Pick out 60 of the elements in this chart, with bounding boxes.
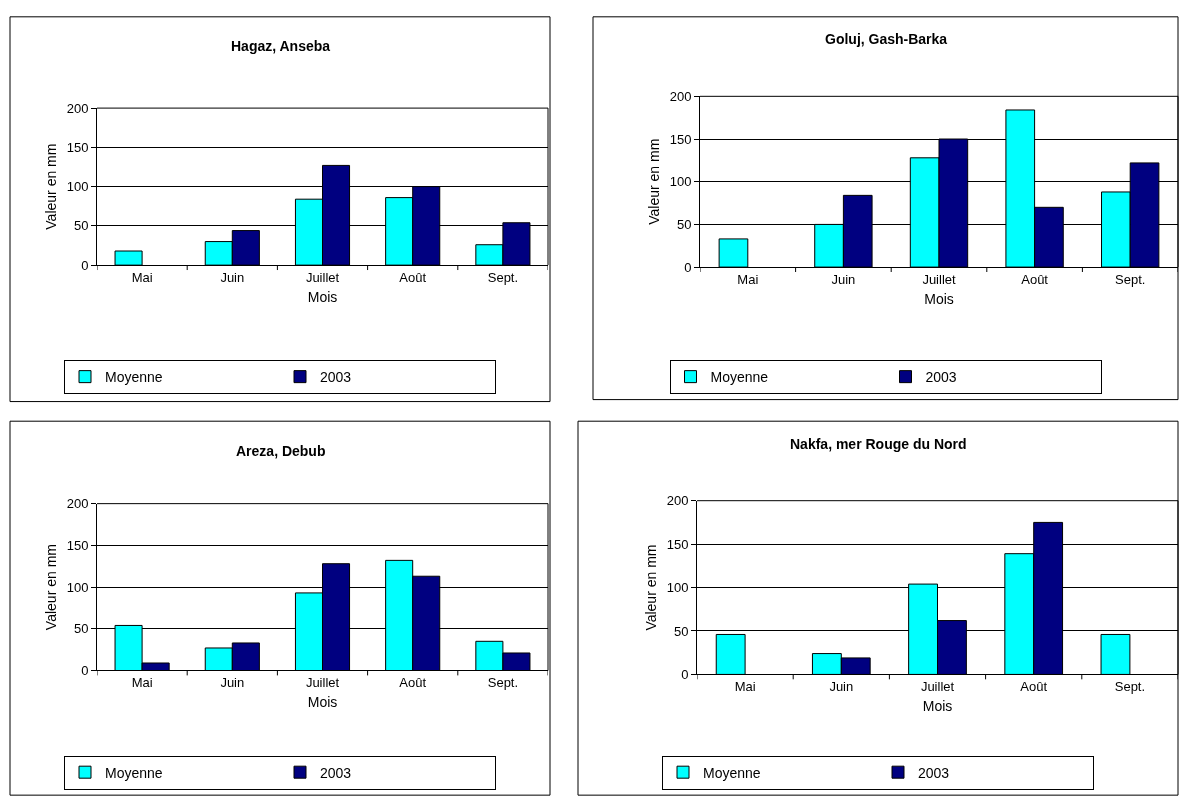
x-tick-label: Sept. [487,269,519,285]
y-tick-label: 100 [669,174,692,190]
chart-title: Nakfa, mer Rouge du Nord [790,436,967,452]
x-tick-label: Juin [831,271,856,287]
legend-label: Moyenne [105,764,163,781]
y-tick-label: 200 [666,493,689,509]
x-tick-label: Août [399,269,427,285]
y-tick-label: 50 [73,621,89,637]
legend-label: 2003 [925,369,957,386]
x-tick-label: Juillet [305,675,340,691]
y-axis-title: Valeur en mm [643,544,660,631]
x-tick-label: Juillet [922,271,956,287]
x-tick-label: Juillet [305,269,340,285]
chart-title: Hagaz, Anseba [231,38,331,54]
y-tick-label: 150 [66,537,89,553]
y-tick-label: 150 [66,139,89,155]
legend-label: Moyenne [703,764,761,781]
y-tick-label: 50 [673,623,689,639]
chart-title: Goluj, Gash-Barka [825,31,948,47]
y-axis-title: Valeur en mm [646,138,663,225]
y-tick-label: 200 [66,496,89,512]
x-tick-label: Juin [220,269,245,285]
x-tick-label: Mai [737,271,759,287]
x-tick-label: Juin [829,679,854,695]
x-tick-label: Juin [220,675,245,691]
legend-label: 2003 [320,764,352,781]
x-tick-label: Mai [734,679,756,695]
legend-label: Moyenne [105,369,163,386]
x-tick-label: Juillet [920,679,955,695]
legend-label: 2003 [320,369,352,386]
y-axis-title: Valeur en mm [43,143,60,230]
y-tick-label: 150 [666,536,689,552]
y-tick-label: 150 [669,131,692,147]
y-tick-label: 100 [666,580,689,596]
x-tick-label: Sept. [1115,271,1146,287]
y-axis-title: Valeur en mm [43,544,60,631]
y-tick-label: 100 [66,579,89,595]
y-tick-label: 0 [81,663,89,679]
y-tick-label: 0 [684,259,692,275]
x-tick-label: Août [399,675,427,691]
x-axis-title: Mois [924,291,954,307]
x-axis-title: Mois [307,694,338,711]
x-tick-label: Mai [131,675,153,691]
y-tick-label: 200 [66,100,89,116]
y-tick-label: 200 [669,88,692,104]
legend-label: Moyenne [710,369,769,386]
x-axis-title: Mois [922,698,953,715]
x-tick-label: Mai [131,269,153,285]
y-tick-label: 0 [81,257,89,273]
x-tick-label: Sept. [1114,679,1146,695]
x-tick-label: Août [1021,271,1049,287]
y-tick-label: 50 [73,218,89,234]
y-tick-label: 0 [681,666,689,682]
x-tick-label: Sept. [487,675,519,691]
y-tick-label: 100 [66,179,89,195]
x-tick-label: Août [1020,679,1048,695]
x-axis-title: Mois [307,289,338,306]
legend-label: 2003 [918,764,950,781]
y-tick-label: 50 [676,216,692,232]
chart-title: Areza, Debub [236,443,326,459]
